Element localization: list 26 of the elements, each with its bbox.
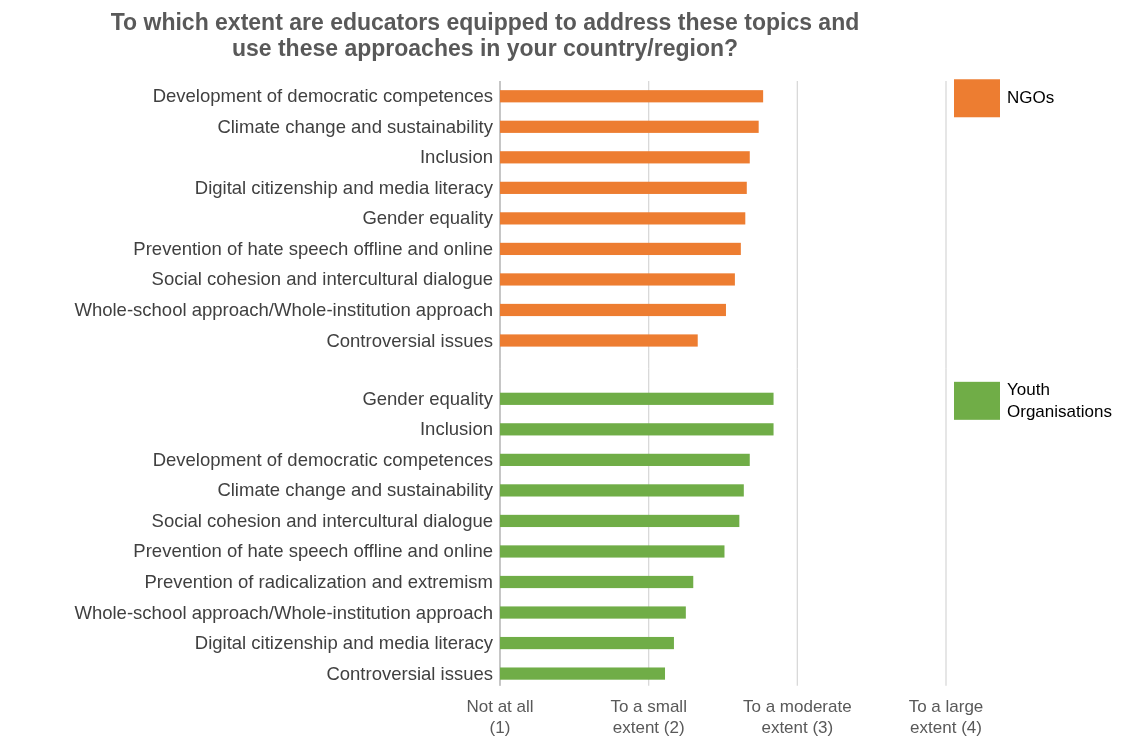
y-tick-label: Inclusion [419,418,493,440]
x-tick-label: Not at all (1) [466,696,534,737]
y-tick-label: Prevention of hate speech offline and online [133,237,493,259]
y-tick-label: Gender equality [362,207,494,229]
y-tick-label: Digital citizenship and media literacy [194,176,494,198]
y-tick-label: Controversial issues [326,329,493,351]
x-tick-label: To a large extent (4) [908,696,984,737]
y-tick-label: Prevention of hate speech offline and online [133,540,493,562]
y-tick-label: Climate change and sustainability [217,479,494,501]
x-tick-label: To a small extent (2) [610,696,687,737]
y-tick-label: Development of democratic competences [152,85,493,107]
y-tick-label: Whole-school approach/Whole-institution approach [74,298,493,320]
y-tick-label: Gender equality [362,387,494,409]
legend-label: NGOs [1007,88,1055,108]
y-tick-label: Social cohesion and intercultural dialogue [151,509,493,531]
y-tick-label: Inclusion [419,146,493,168]
y-tick-label: Social cohesion and intercultural dialogue [151,268,493,290]
legend-label: Youth Organisations [1007,379,1112,421]
y-tick-label: Controversial issues [326,662,493,684]
y-tick-label: Development of democratic competences [152,448,493,470]
y-tick-label: Prevention of radicalization and extremism [144,571,493,592]
chart-title: To which extent are educators equipped to address these topics and use these approaches in your country/region? [110,9,860,61]
y-tick-label: Climate change and sustainability [217,115,494,137]
y-tick-label: Whole-school approach/Whole-institution approach [74,601,493,623]
y-tick-label: Digital citizenship and media literacy [194,632,494,654]
x-tick-label: To a moderate extent (3) [742,696,852,737]
